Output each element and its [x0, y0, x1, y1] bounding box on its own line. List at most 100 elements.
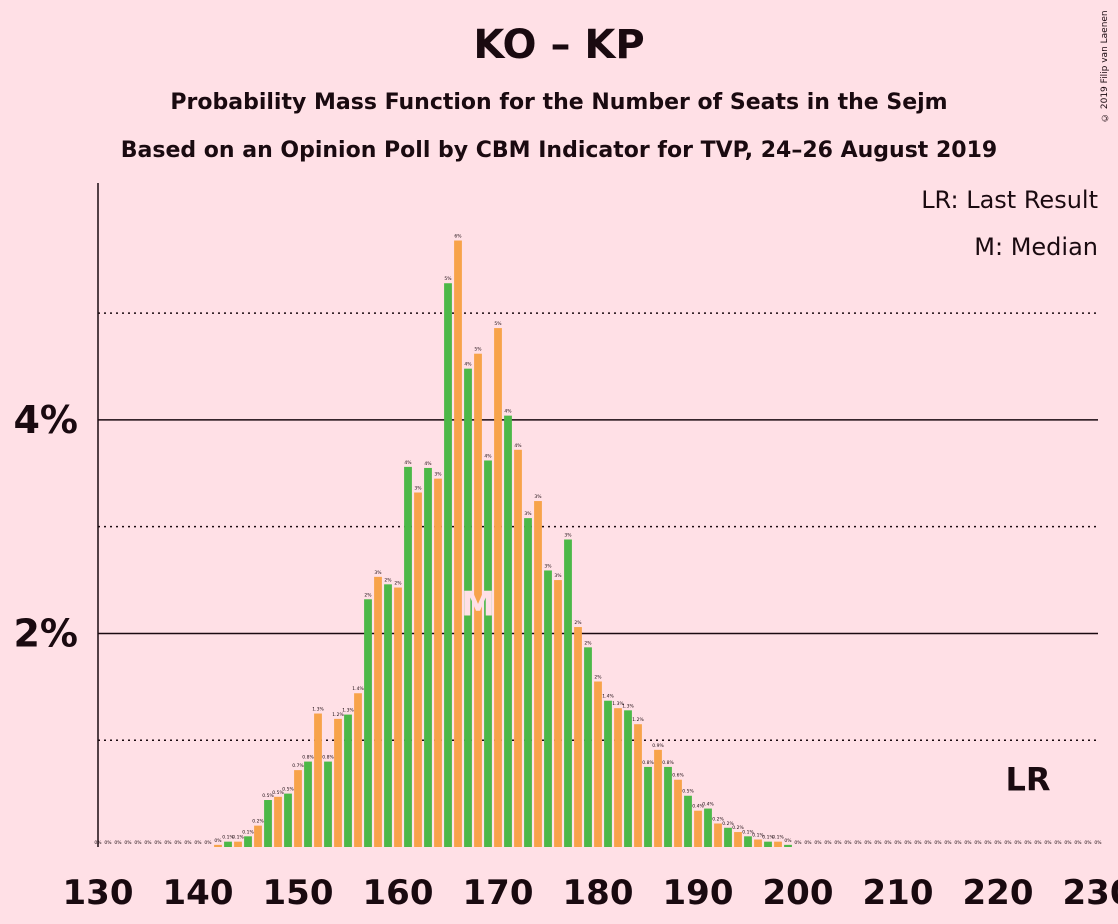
bar-value-label: 0%	[1054, 840, 1062, 846]
bar-value-label: 2%	[584, 640, 592, 646]
bar-value-label: 0%	[1084, 840, 1092, 846]
bar-162	[414, 492, 422, 847]
y-tick-label: 4%	[13, 398, 78, 442]
bar-160	[394, 587, 402, 847]
bar-value-label: 0%	[944, 840, 952, 846]
bar-value-label: 0%	[864, 840, 872, 846]
bar-171	[504, 415, 512, 847]
bar-value-label: 2%	[384, 577, 392, 583]
bar-178	[574, 627, 582, 847]
bar-value-label: 0.8%	[322, 755, 334, 761]
legend-last-result: LR: Last Result	[921, 186, 1098, 214]
bar-value-label: 0.1%	[222, 835, 234, 841]
bar-value-label: 0.6%	[672, 773, 684, 779]
bar-value-label: 0%	[184, 840, 192, 846]
bar-190	[694, 810, 702, 847]
bar-148	[274, 796, 282, 847]
bar-157	[364, 599, 372, 847]
last-result-marker: LR	[1005, 760, 1050, 798]
chart-subtitle: Probability Mass Function for the Number…	[170, 90, 948, 115]
bar-value-label: 0%	[804, 840, 812, 846]
x-tick-label: 160	[363, 873, 434, 913]
bar-value-label: 0%	[914, 840, 922, 846]
x-tick-label: 230	[1063, 873, 1118, 913]
bar-180	[594, 681, 602, 847]
chart-subtitle-source: Based on an Opinion Poll by CBM Indicato…	[120, 138, 998, 163]
bar-value-label: 1.4%	[352, 686, 364, 692]
bar-value-label: 0%	[194, 840, 202, 846]
bar-value-label: 0%	[814, 840, 822, 846]
bar-value-label: 0%	[994, 840, 1002, 846]
chart-title: KO – KP	[473, 22, 645, 68]
bar-value-label: 3%	[434, 472, 442, 478]
bar-value-label: 5%	[474, 347, 482, 353]
bar-146	[254, 825, 262, 847]
bar-193	[724, 827, 732, 847]
bar-value-label: 0.1%	[242, 829, 254, 835]
bar-value-label: 0.1%	[232, 835, 244, 841]
bar-value-label: 0%	[1004, 840, 1012, 846]
bar-value-labels: 0%0%0%0%0%0%0%0%0%0%0%0%0%0.1%0.1%0.1%0.…	[94, 234, 1102, 846]
bar-value-label: 3%	[534, 494, 542, 500]
bar-value-label: 1.3%	[312, 707, 324, 713]
bar-value-label: 0%	[1094, 840, 1102, 846]
bar-182	[614, 708, 622, 847]
bar-value-label: 0%	[1014, 840, 1022, 846]
bar-145	[244, 836, 252, 847]
bar-value-label: 0%	[834, 840, 842, 846]
bar-179	[584, 647, 592, 847]
bar-value-label: 4%	[424, 461, 432, 467]
bar-value-label: 0.8%	[642, 760, 654, 766]
bar-value-label: 0%	[964, 840, 972, 846]
bar-value-label: 0%	[204, 840, 212, 846]
bar-value-label: 4%	[484, 453, 492, 459]
bar-value-label: 4%	[504, 409, 512, 415]
bar-value-label: 0%	[984, 840, 992, 846]
bar-value-label: 0%	[934, 840, 942, 846]
bar-194	[734, 832, 742, 847]
bar-value-label: 2%	[394, 581, 402, 587]
bar-169	[484, 460, 492, 847]
x-tick-label: 220	[963, 873, 1034, 913]
bar-value-label: 3%	[414, 486, 422, 492]
bar-value-label: 0%	[174, 840, 182, 846]
markers: M LR	[461, 584, 1050, 798]
bar-value-label: 0.1%	[762, 835, 774, 841]
x-tick-label: 210	[863, 873, 934, 913]
bar-195	[744, 836, 752, 847]
bar-value-label: 5%	[444, 276, 452, 282]
bar-158	[374, 576, 382, 847]
bar-value-label: 0%	[904, 840, 912, 846]
median-marker: M	[461, 584, 495, 624]
bar-value-label: 0.5%	[272, 790, 284, 796]
bar-value-label: 0.1%	[752, 833, 764, 839]
y-tick-label: 2%	[13, 611, 78, 655]
bar-value-label: 2%	[364, 592, 372, 598]
bar-159	[384, 584, 392, 847]
bar-value-label: 4%	[514, 443, 522, 449]
bar-197	[764, 841, 772, 847]
bar-155	[344, 714, 352, 847]
bar-value-label: 0.7%	[292, 763, 304, 769]
bar-183	[624, 710, 632, 847]
bar-value-label: 0.8%	[662, 760, 674, 766]
bar-value-label: 0%	[1074, 840, 1082, 846]
bar-value-label: 2%	[594, 675, 602, 681]
bar-184	[634, 724, 642, 847]
bar-185	[644, 766, 652, 847]
bar-value-label: 0.9%	[652, 743, 664, 749]
bar-value-label: 1.2%	[632, 717, 644, 723]
bar-value-label: 0.2%	[252, 819, 264, 825]
bar-196	[754, 839, 762, 847]
bar-167	[464, 368, 472, 847]
bar-value-label: 0.5%	[262, 793, 274, 799]
bar-150	[294, 770, 302, 847]
bar-143	[224, 841, 232, 847]
bar-142	[214, 844, 222, 847]
bar-191	[704, 808, 712, 847]
bar-198	[774, 841, 782, 847]
bar-value-label: 0.2%	[732, 825, 744, 831]
bar-value-label: 0%	[144, 840, 152, 846]
x-tick-label: 180	[563, 873, 634, 913]
bar-value-label: 0%	[1034, 840, 1042, 846]
